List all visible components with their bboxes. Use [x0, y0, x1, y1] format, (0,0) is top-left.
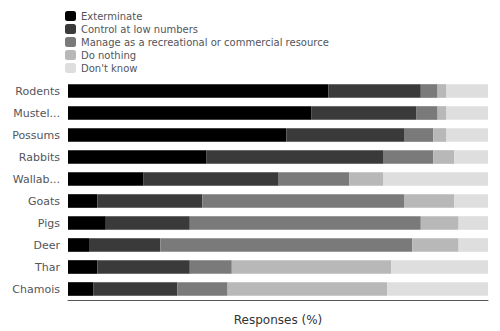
svg-text:Do nothing: Do nothing: [81, 50, 136, 61]
svg-text:Possums: Possums: [12, 129, 60, 142]
svg-text:Pigs: Pigs: [38, 217, 60, 230]
svg-text:Mustel...: Mustel...: [13, 107, 60, 120]
svg-text:Rabbits: Rabbits: [19, 151, 60, 164]
svg-text:Wallab...: Wallab...: [13, 173, 60, 186]
svg-text:Don't know: Don't know: [81, 63, 137, 74]
svg-text:Responses (%): Responses (%): [234, 313, 322, 327]
svg-text:Thar: Thar: [34, 261, 60, 274]
svg-text:Exterminate: Exterminate: [81, 11, 142, 22]
svg-text:Goats: Goats: [28, 195, 60, 208]
svg-text:Manage as a recreational or co: Manage as a recreational or commercial r…: [81, 37, 329, 48]
svg-text:Chamois: Chamois: [12, 283, 60, 296]
svg-text:Deer: Deer: [33, 239, 60, 252]
svg-text:Control at low numbers: Control at low numbers: [81, 24, 198, 35]
svg-text:Rodents: Rodents: [15, 85, 60, 98]
